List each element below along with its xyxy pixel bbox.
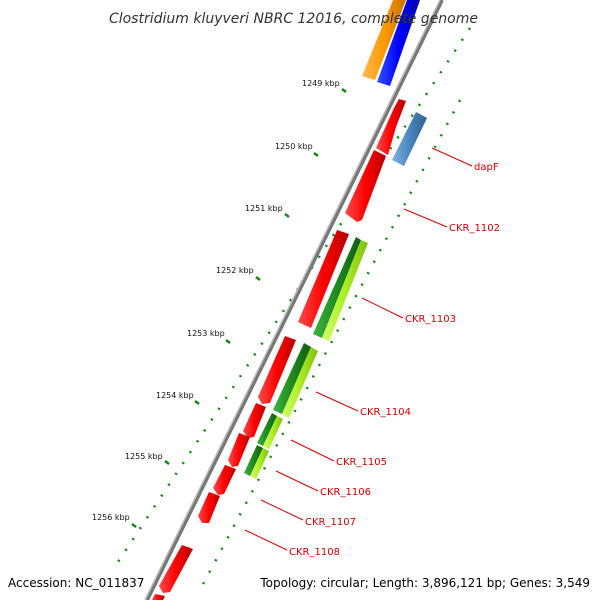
connector-CKR_1104: [315, 391, 359, 412]
gene-red-2[interactable]: [345, 150, 386, 222]
gene-red-10[interactable]: [152, 594, 165, 600]
accession-text: Accession: NC_011837: [8, 576, 144, 590]
kbp-tick-1250: [313, 152, 319, 157]
outer-tick-track: [114, 27, 472, 566]
gene-CKR_1106-dark[interactable]: [244, 445, 263, 476]
gene-label-CKR_1107[interactable]: CKR_1107: [305, 517, 356, 528]
gene-red-7[interactable]: [213, 465, 236, 495]
gene-red-1[interactable]: [376, 99, 406, 155]
kbp-tick-1252: [255, 276, 261, 281]
kbp-tick-1255: [164, 460, 170, 465]
gene-CKR_1103-light[interactable]: [322, 240, 368, 341]
gene-blue-top[interactable]: [377, 0, 420, 86]
gene-CKR_1104-dark[interactable]: [273, 343, 311, 414]
gene-label-CKR_1108[interactable]: CKR_1108: [289, 547, 340, 558]
gene-orange-top[interactable]: [362, 0, 406, 80]
gene-CKR_1104-light[interactable]: [282, 347, 318, 418]
connector-CKR_1106: [275, 470, 319, 492]
gene-dapF[interactable]: [392, 112, 427, 166]
kbp-label-1252: 1252 kbp: [216, 266, 254, 275]
genome-backbone-highlight: [144, 0, 441, 600]
kbp-tick-1253: [225, 339, 231, 344]
gene-CKR_1105-light[interactable]: [263, 416, 283, 449]
gene-red-3[interactable]: [298, 230, 349, 328]
kbp-tick-1249: [341, 88, 347, 93]
gene-label-dapF[interactable]: dapF: [474, 162, 499, 173]
kbp-label-1254: 1254 kbp: [156, 391, 194, 400]
kbp-label-1256: 1256 kbp: [92, 513, 130, 522]
kbp-label-1255: 1255 kbp: [125, 452, 163, 461]
gene-label-CKR_1104[interactable]: CKR_1104: [360, 407, 411, 418]
kbp-label-1251: 1251 kbp: [245, 204, 283, 213]
genome-backbone: [145, 0, 444, 600]
gene-CKR_1105-dark[interactable]: [257, 413, 277, 446]
connector-CKR_1108: [244, 529, 288, 551]
gene-label-CKR_1105[interactable]: CKR_1105: [336, 457, 387, 468]
gene-label-CKR_1103[interactable]: CKR_1103: [405, 314, 456, 325]
inner-tick-track: [198, 99, 462, 591]
gene-CKR_1106-light[interactable]: [250, 448, 269, 479]
gene-red-6[interactable]: [228, 433, 250, 467]
genome-summary-text: Topology: circular; Length: 3,896,121 bp…: [259, 576, 590, 590]
gene-red-9[interactable]: [159, 545, 193, 593]
gene-red-4[interactable]: [258, 336, 296, 404]
connector-CKR_1107: [260, 499, 304, 521]
gene-red-5[interactable]: [243, 403, 266, 438]
gene-red-8[interactable]: [198, 492, 220, 523]
kbp-tick-1256: [131, 523, 137, 528]
connector-CKR_1103: [361, 297, 404, 319]
connector-CKR_1102: [403, 208, 448, 228]
connector-CKR_1105: [290, 439, 335, 462]
gene-CKR_1103-dark[interactable]: [313, 237, 361, 338]
gene-label-CKR_1102[interactable]: CKR_1102: [449, 223, 500, 234]
map-title: Clostridium kluyveri NBRC 12016, complet…: [109, 11, 478, 27]
connector-dapF: [431, 147, 473, 167]
kbp-label-1249: 1249 kbp: [302, 79, 340, 88]
kbp-label-1253: 1253 kbp: [187, 329, 225, 338]
kbp-label-1250: 1250 kbp: [275, 142, 313, 151]
kbp-tick-1254: [194, 400, 200, 405]
kbp-tick-1251: [284, 213, 290, 218]
gene-label-CKR_1106[interactable]: CKR_1106: [320, 487, 371, 498]
